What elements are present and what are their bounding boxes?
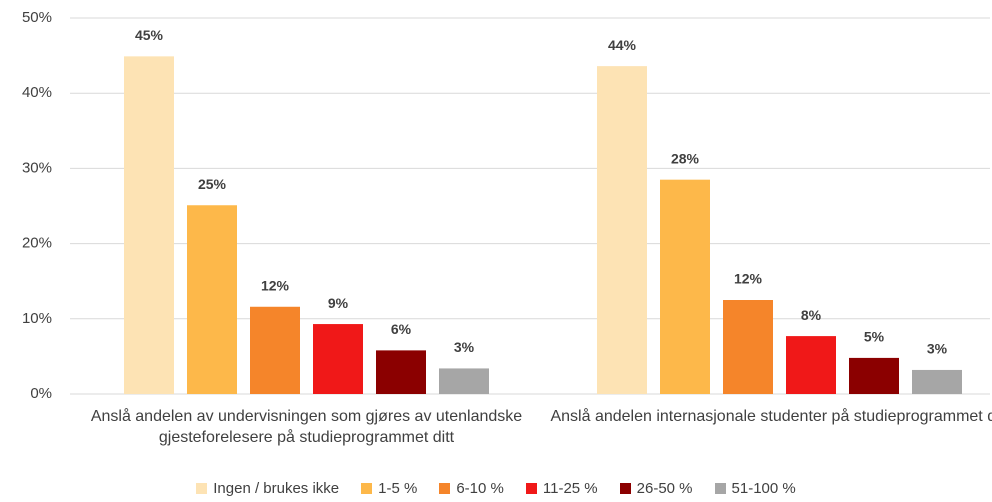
legend-swatch <box>525 483 537 494</box>
legend-item: 51-100 % <box>714 480 796 497</box>
value-label: 45% <box>135 27 164 43</box>
legend-item: 11-25 % <box>525 480 598 497</box>
legend-label: 1-5 % <box>378 480 418 497</box>
bar <box>187 205 237 394</box>
bar <box>597 66 647 395</box>
value-label: 5% <box>864 329 885 345</box>
bar <box>376 350 426 394</box>
bar <box>912 369 962 394</box>
legend-label: 6-10 % <box>456 480 504 497</box>
bar <box>786 336 836 394</box>
bar <box>723 300 773 394</box>
y-tick-label: 30% <box>22 159 52 176</box>
legend-swatch <box>619 483 631 494</box>
bar <box>313 324 363 394</box>
x-tick-label: Anslå andelen internasjonale studenter p… <box>550 408 992 425</box>
legend-swatch <box>714 483 726 494</box>
legend-item: 1-5 % <box>361 480 417 497</box>
legend-swatch <box>439 483 451 494</box>
legend-swatch <box>361 483 373 494</box>
value-label: 9% <box>328 295 349 311</box>
value-label: 44% <box>608 37 637 53</box>
value-label: 6% <box>391 321 412 337</box>
y-tick-label: 10% <box>22 310 52 327</box>
bar <box>849 357 899 394</box>
y-tick-label: 20% <box>22 235 52 252</box>
y-tick-label: 40% <box>22 84 52 101</box>
bar <box>250 306 300 394</box>
value-label: 12% <box>734 271 763 287</box>
value-label: 28% <box>671 150 700 166</box>
legend-label: 26-50 % <box>636 480 693 497</box>
legend-swatch <box>196 483 208 494</box>
value-label: 25% <box>198 176 227 192</box>
legend-label: 51-100 % <box>731 480 796 497</box>
legend: Ingen / brukes ikke 1-5 % 6-10 % 11-25 % 26-… <box>0 480 992 497</box>
legend-item: 6-10 % <box>439 480 504 497</box>
x-tick-label: Anslå andelen av undervisningen som gjør… <box>90 408 523 446</box>
value-label: 12% <box>261 277 290 293</box>
value-label: 8% <box>801 307 822 323</box>
value-label: 3% <box>454 339 475 355</box>
legend-item: 26-50 % <box>619 480 693 497</box>
y-tick-label: 50% <box>22 9 52 26</box>
bar <box>124 56 174 395</box>
legend-label: 11-25 % <box>542 480 598 497</box>
value-label: 3% <box>927 341 948 357</box>
bar <box>660 179 710 394</box>
legend-label: Ingen / brukes ikke <box>213 480 340 497</box>
y-tick-label: 0% <box>30 385 52 402</box>
legend-item: Ingen / brukes ikke <box>196 480 339 497</box>
bar <box>439 368 489 394</box>
